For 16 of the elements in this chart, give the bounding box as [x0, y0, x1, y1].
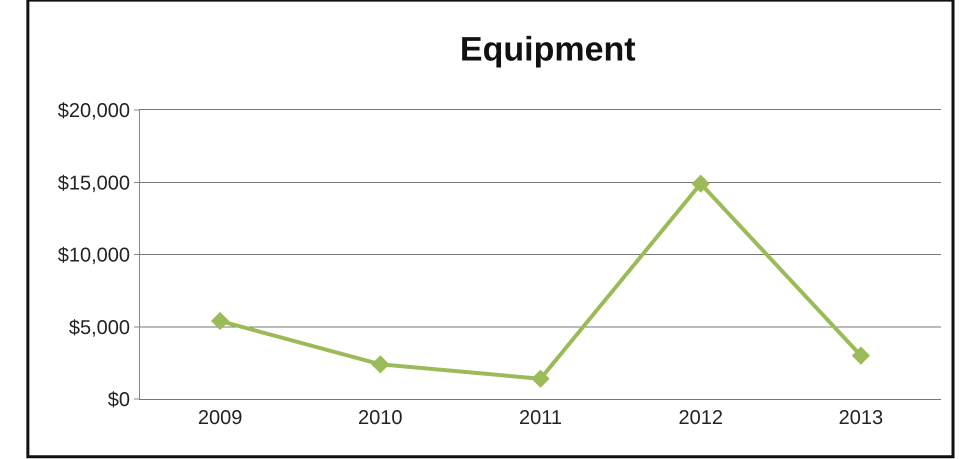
x-tick-label: 2012: [678, 407, 723, 429]
point: [211, 312, 230, 330]
point: [531, 370, 550, 388]
x-tick-label: 2009: [198, 407, 242, 429]
x-tick-label: 2013: [838, 407, 884, 429]
point: [371, 355, 390, 374]
y-tick-label: $15,000: [58, 172, 130, 194]
x-tick-label: 2010: [358, 407, 403, 429]
point: [692, 174, 710, 193]
y-tick-label: $5,000: [68, 316, 130, 339]
point: [852, 346, 870, 365]
chart-title: Equipment: [460, 30, 636, 69]
y-tick-label: $0: [108, 389, 130, 411]
y-tick-label: $10,000: [58, 244, 130, 266]
y-tick-label: $20,000: [58, 100, 130, 122]
x-tick-label: 2011: [518, 407, 562, 429]
